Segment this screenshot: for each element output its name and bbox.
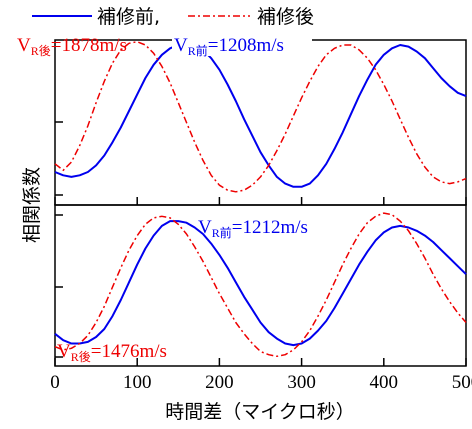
annotation-bottom-before: VR前=1212m/s [198,217,308,240]
x-tick-label: 300 [287,372,316,393]
legend: 補修前, 補修後 [32,6,314,28]
bottom-panel-frame [54,204,467,367]
series-line-panel2-after [54,212,467,358]
bottom-panel-series [54,212,467,358]
x-tick-label: 200 [205,372,234,393]
series-line-panel1-after [54,40,467,193]
annotation-bottom-after: VR後=1476m/s [57,341,167,364]
x-tick-label: 0 [50,372,60,393]
top-panel-frame [54,39,467,206]
x-ticks [54,197,467,366]
x-tick-label: 500 [452,372,472,393]
annotation-top-before: VR前=1208m/s [174,35,284,58]
series-line-panel2-before [54,220,467,347]
x-tick-label: 100 [123,372,152,393]
x-tick-labels: 0 100 200 300 400 500 [50,372,472,393]
top-panel-series [54,40,467,193]
x-tick-label: 400 [370,372,399,393]
y-axis-label: 相関係数 [21,167,43,243]
y-ticks [55,121,63,358]
x-axis-label: 時間差（マイクロ秒） [165,401,355,423]
series-line-panel1-before [54,42,467,188]
annotation-top-before-bg [172,34,312,56]
legend-label-before: 補修前, [97,6,160,28]
legend-label-after: 補修後 [257,6,314,28]
annotation-top-after: VR後=1878m/s [17,35,127,58]
